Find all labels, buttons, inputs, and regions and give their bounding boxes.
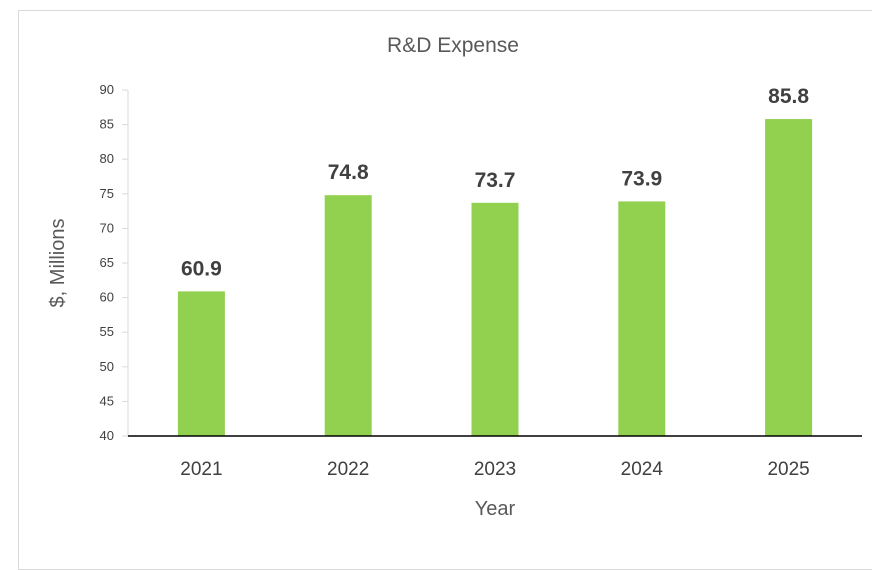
data-label-2021: 60.9: [181, 257, 222, 280]
y-tick-label: 50: [100, 359, 114, 374]
chart-frame: [18, 10, 872, 570]
data-label-2025: 85.8: [768, 85, 809, 108]
y-axis: [122, 89, 129, 437]
y-tick-label: 55: [100, 324, 114, 339]
bar-2025: [765, 119, 813, 437]
data-labels: 60.9 74.8 73.7 73.9 85.8: [181, 85, 809, 280]
y-tick-label: 45: [100, 393, 114, 408]
y-tick-label: 90: [100, 82, 114, 97]
bar-2022: [324, 195, 372, 436]
x-tick-label-2021: 2021: [180, 459, 222, 480]
x-tick-label-2023: 2023: [474, 459, 516, 480]
y-tick-label: 85: [100, 117, 114, 132]
data-label-2022: 74.8: [328, 161, 369, 184]
x-tick-label-2025: 2025: [767, 459, 809, 480]
bar-2023: [471, 202, 519, 436]
chart-title: R&D Expense: [387, 34, 519, 57]
y-tick-label: 60: [100, 290, 114, 305]
x-tick-label-2022: 2022: [327, 459, 369, 480]
x-axis-title: Year: [475, 498, 516, 520]
x-tick-labels: 2021 2022 2023 2024 2025: [180, 459, 809, 480]
y-axis-title: $, Millions: [47, 219, 69, 308]
bar-2021: [177, 291, 225, 436]
y-tick-label: 65: [100, 255, 114, 270]
data-label-2023: 73.7: [475, 169, 516, 192]
bar-2024: [618, 201, 666, 436]
bars: [177, 119, 813, 437]
y-tick-label: 40: [100, 428, 114, 443]
y-tick-label: 80: [100, 151, 114, 166]
data-label-2024: 73.9: [621, 167, 662, 190]
y-tick-label: 70: [100, 220, 114, 235]
bar-chart: R&D Expense 40 45 50 55 60 65 70 75 80 85 90 $, Mi…: [47, 34, 862, 520]
x-tick-label-2024: 2024: [621, 459, 664, 480]
y-tick-label: 75: [100, 186, 114, 201]
y-tick-labels: 40 45 50 55 60 65 70 75 80 85 90: [100, 82, 114, 443]
